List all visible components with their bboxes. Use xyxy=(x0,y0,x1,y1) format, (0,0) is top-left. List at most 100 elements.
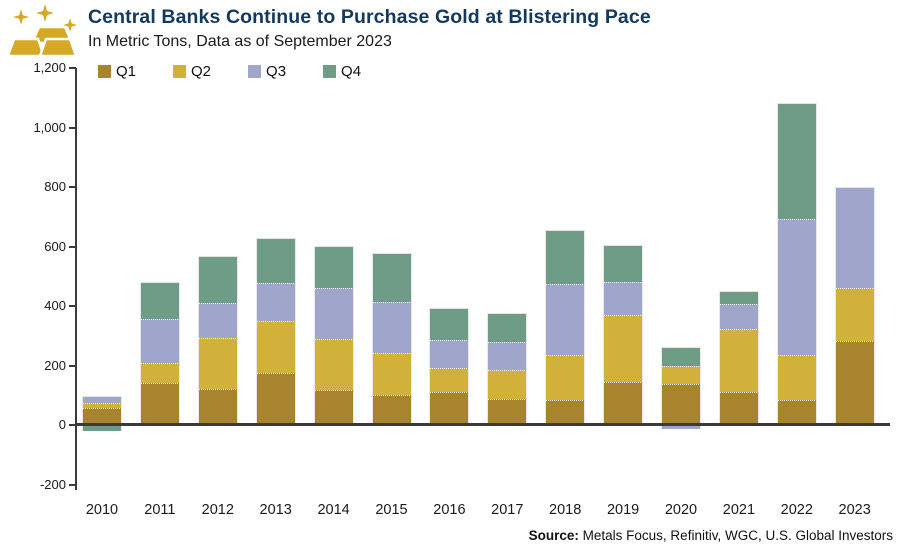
legend-label-q3: Q3 xyxy=(266,63,287,80)
bar-segment-2012-q3 xyxy=(197,303,238,339)
bar-segment-2016-q2 xyxy=(429,367,470,392)
bar-segment-2011-q2 xyxy=(139,363,180,384)
bar-segment-2019-q2 xyxy=(603,314,644,382)
bar-segment-2018-q4 xyxy=(545,229,586,284)
y-tick-mark xyxy=(69,245,76,248)
chart-title: Central Banks Continue to Purchase Gold … xyxy=(88,6,651,28)
bar-segment-2014-q2 xyxy=(313,339,354,390)
sparkle-icon xyxy=(36,4,54,22)
sparkle-icon xyxy=(63,18,77,32)
bar-segment-2021-q3 xyxy=(718,303,759,329)
gold-ingot xyxy=(38,37,78,58)
y-tick-label: 200 xyxy=(44,357,66,373)
bar-segment-2021-q2 xyxy=(718,328,759,392)
bar-segment-2018-q3 xyxy=(545,283,586,356)
bar-segment-2014-q3 xyxy=(313,288,354,339)
legend-swatch-q2 xyxy=(173,65,187,78)
x-axis-label-2020: 2020 xyxy=(664,502,698,518)
legend-swatch-q4 xyxy=(323,65,337,78)
source-label: Source: xyxy=(528,528,579,543)
gold-bars-icon xyxy=(6,4,78,58)
bar-segment-2019-q3 xyxy=(603,281,644,315)
x-axis-label-2019: 2019 xyxy=(606,502,640,518)
legend-item-q4: Q4 xyxy=(323,63,361,80)
bar-segment-2016-q4 xyxy=(429,308,470,340)
bar-segment-2019-q4 xyxy=(603,245,644,282)
bar-segment-2017-q1 xyxy=(487,399,528,425)
x-axis-label-2012: 2012 xyxy=(201,502,234,518)
bar-segment-2010-q1 xyxy=(82,407,122,425)
bar-segment-2014-q1 xyxy=(313,389,354,425)
bar-segment-2015-q4 xyxy=(371,253,412,303)
bar-segment-2010-q3 xyxy=(82,395,122,404)
y-tick-label: 600 xyxy=(44,238,66,254)
source-credit: Source: Metals Focus, Refinitiv, WGC, U.… xyxy=(529,528,893,543)
bar-segment-2013-q4 xyxy=(255,237,296,284)
bar-segment-2011-q4 xyxy=(139,281,180,320)
bar-segment-2016-q3 xyxy=(429,339,470,368)
gold-ingot xyxy=(6,37,46,58)
bar-segment-2023-q2 xyxy=(834,288,875,341)
bar-segment-2013-q3 xyxy=(255,283,296,321)
bar-segment-2010-q2 xyxy=(82,403,122,408)
x-axis-label-2022: 2022 xyxy=(780,502,813,518)
y-tick-label: 0 xyxy=(58,417,66,432)
bar-segment-2022-q3 xyxy=(776,218,817,356)
x-axis-label-2023: 2023 xyxy=(838,502,871,518)
bar-segment-2011-q1 xyxy=(139,383,180,425)
bar-segment-2011-q3 xyxy=(139,319,180,364)
legend-item-q2: Q2 xyxy=(173,63,211,80)
y-tick-label: 1,200 xyxy=(33,60,66,75)
bar-segment-2018-q2 xyxy=(545,355,586,400)
legend-label-q2: Q2 xyxy=(191,63,212,80)
y-tick-label: 1,000 xyxy=(33,119,66,135)
legend-label-q1: Q1 xyxy=(116,63,137,80)
bar-segment-2013-q2 xyxy=(255,320,296,373)
bar-segment-2020-q2 xyxy=(661,366,701,384)
legend-label-q4: Q4 xyxy=(341,63,362,80)
bar-segment-2020-q4 xyxy=(661,346,701,367)
x-axis-label-2015: 2015 xyxy=(375,502,408,518)
bar-segment-2013-q1 xyxy=(255,372,296,425)
bar-segment-2022-q4 xyxy=(776,103,817,219)
bar-segment-2016-q1 xyxy=(429,391,470,425)
legend: Q1 Q2 Q3 Q4 xyxy=(98,63,398,80)
y-tick-label: 800 xyxy=(44,179,66,194)
y-tick-mark xyxy=(69,126,76,129)
y-axis-line xyxy=(75,68,77,490)
y-tick-mark xyxy=(69,483,76,486)
chart-subtitle: In Metric Tons, Data as of September 202… xyxy=(88,33,392,50)
bar-segment-2015-q2 xyxy=(371,353,412,395)
bar-segment-2021-q4 xyxy=(718,291,759,304)
source-text: Metals Focus, Refinitiv, WGC, U.S. Globa… xyxy=(578,528,893,543)
bar-segment-2020-q1 xyxy=(661,383,701,425)
y-tick-mark xyxy=(69,305,76,307)
bar-segment-2018-q1 xyxy=(545,400,586,425)
bar-segment-2017-q2 xyxy=(487,369,528,400)
x-axis-label-2011: 2011 xyxy=(144,502,176,518)
bar-segment-2012-q1 xyxy=(197,389,238,425)
bar-segment-2017-q3 xyxy=(487,341,528,370)
bar-segment-2023-q1 xyxy=(834,340,875,425)
bar-segment-2022-q2 xyxy=(776,355,817,401)
bar-segment-2012-q2 xyxy=(197,338,238,389)
bar-segment-2017-q4 xyxy=(487,312,528,342)
sparkle-icon xyxy=(13,9,29,25)
bar-segment-2021-q1 xyxy=(718,391,759,425)
y-tick-label: 400 xyxy=(44,298,66,313)
bar-segment-2014-q4 xyxy=(313,246,354,289)
x-axis-label-2014: 2014 xyxy=(317,502,350,518)
x-axis-label-2018: 2018 xyxy=(549,502,582,518)
bar-segment-2012-q4 xyxy=(197,256,238,304)
y-tick-label: -200 xyxy=(39,476,66,492)
y-tick-mark xyxy=(69,424,76,426)
legend-swatch-q1 xyxy=(98,65,111,78)
bar-segment-2019-q1 xyxy=(603,381,644,425)
bar-segment-2022-q1 xyxy=(776,400,817,425)
bar-segment-2015-q3 xyxy=(371,302,412,353)
legend-item-q1: Q1 xyxy=(98,63,136,80)
bar-segment-2023-q3 xyxy=(834,187,875,289)
y-tick-mark xyxy=(69,186,76,188)
x-axis-label-2010: 2010 xyxy=(85,502,119,518)
